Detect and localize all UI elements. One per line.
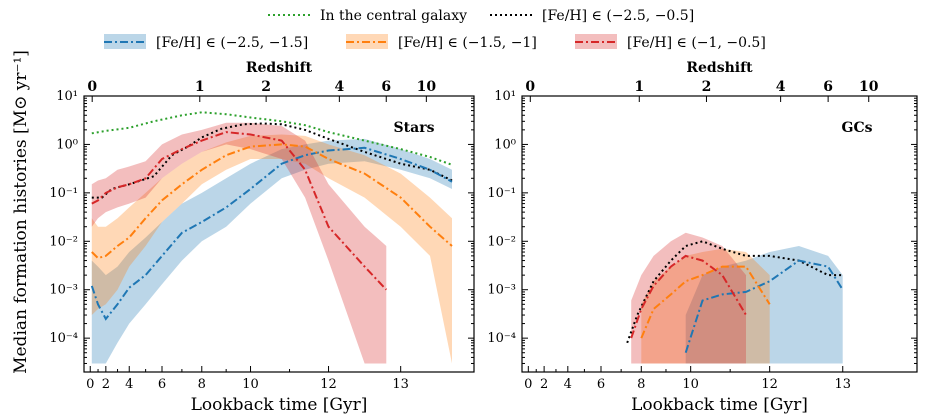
y-tick-label: 10⁻¹ xyxy=(49,186,78,201)
plot-area xyxy=(90,111,453,364)
top-tick-label: 2 xyxy=(702,79,712,95)
plot-frame xyxy=(521,95,918,373)
top-tick-label: 1 xyxy=(634,79,644,95)
x-tick-label: 0 xyxy=(524,377,532,392)
x-tick-label: 4 xyxy=(564,377,572,392)
x-tick-label: 12 xyxy=(761,377,778,392)
y-tick-label: 10¹ xyxy=(494,89,516,104)
plot-area xyxy=(626,232,844,364)
legend: In the central galaxy [Fe/H] ∈ (−2.5, −0.… xyxy=(104,8,766,51)
x-tick-label: 13 xyxy=(392,377,409,392)
series-band xyxy=(641,248,770,364)
series-line xyxy=(91,122,453,199)
y-tick-label: 10¹ xyxy=(56,89,78,104)
x-tick-label: 10 xyxy=(682,377,699,392)
legend-entry-label: [Fe/H] ∈ (−1, −0.5] xyxy=(627,35,766,51)
series-band xyxy=(91,138,453,364)
x-tick-label: 13 xyxy=(834,377,851,392)
top-tick-label: 0 xyxy=(87,79,97,95)
y-tick-label: 10⁻² xyxy=(49,234,78,249)
top-tick-label: 6 xyxy=(381,79,391,95)
x-tick-label: 6 xyxy=(158,377,166,392)
x-tick-label: 8 xyxy=(637,377,645,392)
x-tick-label: 2 xyxy=(540,377,548,392)
x-tick-label: 0 xyxy=(86,377,94,392)
series-line xyxy=(91,111,453,166)
y-tick-label: 10⁰ xyxy=(56,137,78,152)
panel-label: Stars xyxy=(394,120,435,136)
x-axis-label: Lookback time [Gyr] xyxy=(191,395,368,415)
x-tick-label: 12 xyxy=(320,377,337,392)
y-tick-label: 10⁻³ xyxy=(49,283,78,298)
top-tick-label: 10 xyxy=(417,79,437,95)
series-line xyxy=(640,265,771,339)
panel-label: GCs xyxy=(842,120,873,136)
top-tick-label: 0 xyxy=(525,79,535,95)
x-tick-label: 10 xyxy=(242,377,259,392)
top-tick-label: 6 xyxy=(823,79,833,95)
series-line xyxy=(626,240,843,344)
series-line xyxy=(90,146,453,321)
top-tick-label: 4 xyxy=(776,79,786,95)
legend-entry-label: [Fe/H] ∈ (−2.5, −1.5] xyxy=(156,35,308,51)
x-tick-label: 8 xyxy=(198,377,206,392)
y-tick-label: 10⁻³ xyxy=(487,283,516,298)
plot-frame xyxy=(83,95,475,373)
top-tick-label: 4 xyxy=(334,79,344,95)
x-tick-label: 4 xyxy=(125,377,133,392)
top-tick-label: 1 xyxy=(195,79,205,95)
y-tick-label: 10⁻⁴ xyxy=(487,331,516,346)
x-tick-label: 6 xyxy=(597,377,605,392)
y-tick-label: 10⁰ xyxy=(494,137,516,152)
series-band xyxy=(91,134,453,364)
series-band xyxy=(631,232,746,364)
y-tick-label: 10⁻⁴ xyxy=(49,331,78,346)
legend-entry-label: [Fe/H] ∈ (−1.5, −1] xyxy=(398,35,537,51)
y-tick-label: 10⁻¹ xyxy=(487,186,516,201)
x-tick-label: 2 xyxy=(102,377,110,392)
x-axis-label: Lookback time [Gyr] xyxy=(631,395,808,415)
top-axis-label: Redshift xyxy=(246,60,313,76)
top-tick-label: 10 xyxy=(859,79,879,95)
top-tick-label: 2 xyxy=(261,79,271,95)
top-axis-label: Redshift xyxy=(686,60,753,76)
y-axis-label: Median formation histories [M⊙ yr⁻¹] xyxy=(11,50,31,374)
legend-entry-label: [Fe/H] ∈ (−2.5, −0.5] xyxy=(542,8,694,24)
series-line xyxy=(91,131,388,291)
series-band xyxy=(91,122,387,364)
y-tick-label: 10⁻² xyxy=(487,234,516,249)
legend-entry-label: In the central galaxy xyxy=(320,8,467,24)
series-band xyxy=(685,246,843,364)
series-line xyxy=(630,254,747,339)
series-line xyxy=(91,143,453,260)
